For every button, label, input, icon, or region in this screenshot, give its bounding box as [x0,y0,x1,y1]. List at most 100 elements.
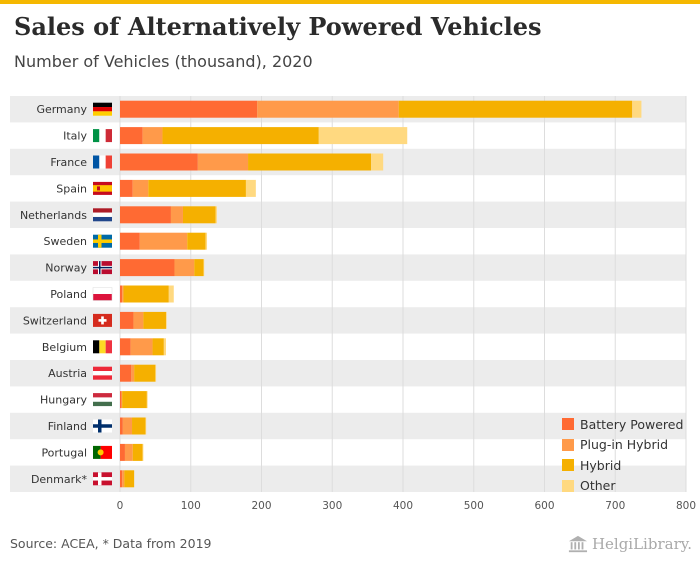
helgi-library-logo: HelgiLibrary. [568,533,692,555]
country-label: Austria [48,367,87,380]
top-accent-bar [0,0,700,4]
bar-segment-battery-powered [120,127,143,145]
bar-segment-plug-in-hybrid [174,259,195,277]
bar-segment-battery-powered [120,100,258,118]
italy-flag [93,129,112,143]
bar-segment-hybrid [124,470,135,488]
bar-segment-other [215,206,217,224]
bar-segment-other [168,285,174,303]
country-label: Portugal [41,446,87,459]
bar-segment-hybrid [194,259,204,277]
bar-segment-other [142,443,144,461]
bar-segment-hybrid [187,232,206,250]
x-tick-label: 200 [251,500,271,512]
country-label: Italy [63,130,87,143]
bar-segment-other [205,232,208,250]
bar-segment-hybrid [122,391,147,409]
bar-segment-other [155,364,157,382]
bar-segment-battery-powered [120,206,171,224]
country-label: Finland [48,420,87,433]
bar-segment-hybrid [123,285,169,303]
country-label: Sweden [44,235,87,248]
bar-segment-plug-in-hybrid [122,470,125,488]
x-tick-label: 700 [605,500,625,512]
bar-segment-battery-powered [120,311,134,329]
bar-segment-hybrid [398,100,633,118]
bar-segment-battery-powered [120,153,198,171]
austria-flag [93,366,112,380]
bar-segment-plug-in-hybrid [130,338,153,356]
x-tick-label: 600 [534,500,554,512]
bar-segment-other [163,338,166,356]
legend-item: Hybrid [562,455,683,476]
bar-segment-hybrid [143,311,166,329]
legend-label: Battery Powered [580,416,684,432]
bar-segment-hybrid [148,179,246,197]
netherlands-flag [93,208,112,222]
bar-segment-battery-powered [120,179,133,197]
bar-segment-battery-powered [120,417,123,435]
bar-segment-plug-in-hybrid [170,206,183,224]
legend-item: Plug-in Hybrid [562,435,683,456]
country-label: Belgium [42,341,87,354]
bar-segment-other [371,153,384,171]
norway-flag [93,261,112,275]
bar-segment-battery-powered [120,364,132,382]
source-note: Source: ACEA, * Data from 2019 [10,536,212,551]
germany-flag [93,102,112,116]
switzerland-flag [93,313,112,327]
denmark-flag [93,472,112,486]
bar-segment-hybrid [162,127,319,145]
bar-segment-battery-powered [120,259,175,277]
bar-segment-plug-in-hybrid [124,443,133,461]
legend-item: Other [562,476,683,497]
x-tick-label: 400 [393,500,413,512]
sweden-flag [93,234,112,248]
legend-swatch [562,418,574,431]
bar-segment-other [146,391,148,409]
belgium-flag [93,340,112,354]
legend-label: Other [580,478,616,494]
country-label: Denmark* [31,473,88,486]
bar-segment-plug-in-hybrid [122,285,124,303]
bar-segment-battery-powered [120,232,140,250]
country-label: Norway [45,262,87,275]
bar-segment-other [165,311,167,329]
bar-segment-hybrid [132,443,143,461]
bar-segment-hybrid [152,338,164,356]
bar-segment-battery-powered [120,470,123,488]
bar-segment-plug-in-hybrid [133,311,144,329]
legend-item: Battery Powered [562,414,683,435]
legend-label: Plug-in Hybrid [580,437,669,453]
country-label: Spain [56,182,87,195]
bar-segment-battery-powered [120,285,123,303]
legend-label: Hybrid [580,457,622,473]
bar-segment-hybrid [132,417,146,435]
poland-flag [92,287,113,301]
bar-segment-other [632,100,642,118]
bar-segment-plug-in-hybrid [132,179,149,197]
bar-segment-plug-in-hybrid [139,232,188,250]
bar-segment-hybrid [182,206,216,224]
legend-swatch [562,438,574,451]
country-label: Netherlands [20,209,87,222]
bar-segment-plug-in-hybrid [197,153,249,171]
legend-swatch [562,459,574,472]
country-label: Germany [36,103,87,116]
bar-segment-other [203,259,205,277]
bar-segment-battery-powered [120,443,125,461]
bar-segment-plug-in-hybrid [257,100,399,118]
bar-segment-hybrid [134,364,156,382]
logo-text: HelgiLibrary. [591,535,692,553]
bar-segment-other [245,179,256,197]
chart-title: Sales of Alternatively Powered Vehicles [14,12,542,41]
x-tick-label: 100 [181,500,201,512]
hungary-flag [93,393,112,407]
bar-segment-plug-in-hybrid [121,391,123,409]
bar-segment-battery-powered [120,338,131,356]
legend-swatch [562,479,574,492]
bar-segment-other [145,417,147,435]
x-tick-label: 300 [322,500,342,512]
country-label: Poland [50,288,87,301]
